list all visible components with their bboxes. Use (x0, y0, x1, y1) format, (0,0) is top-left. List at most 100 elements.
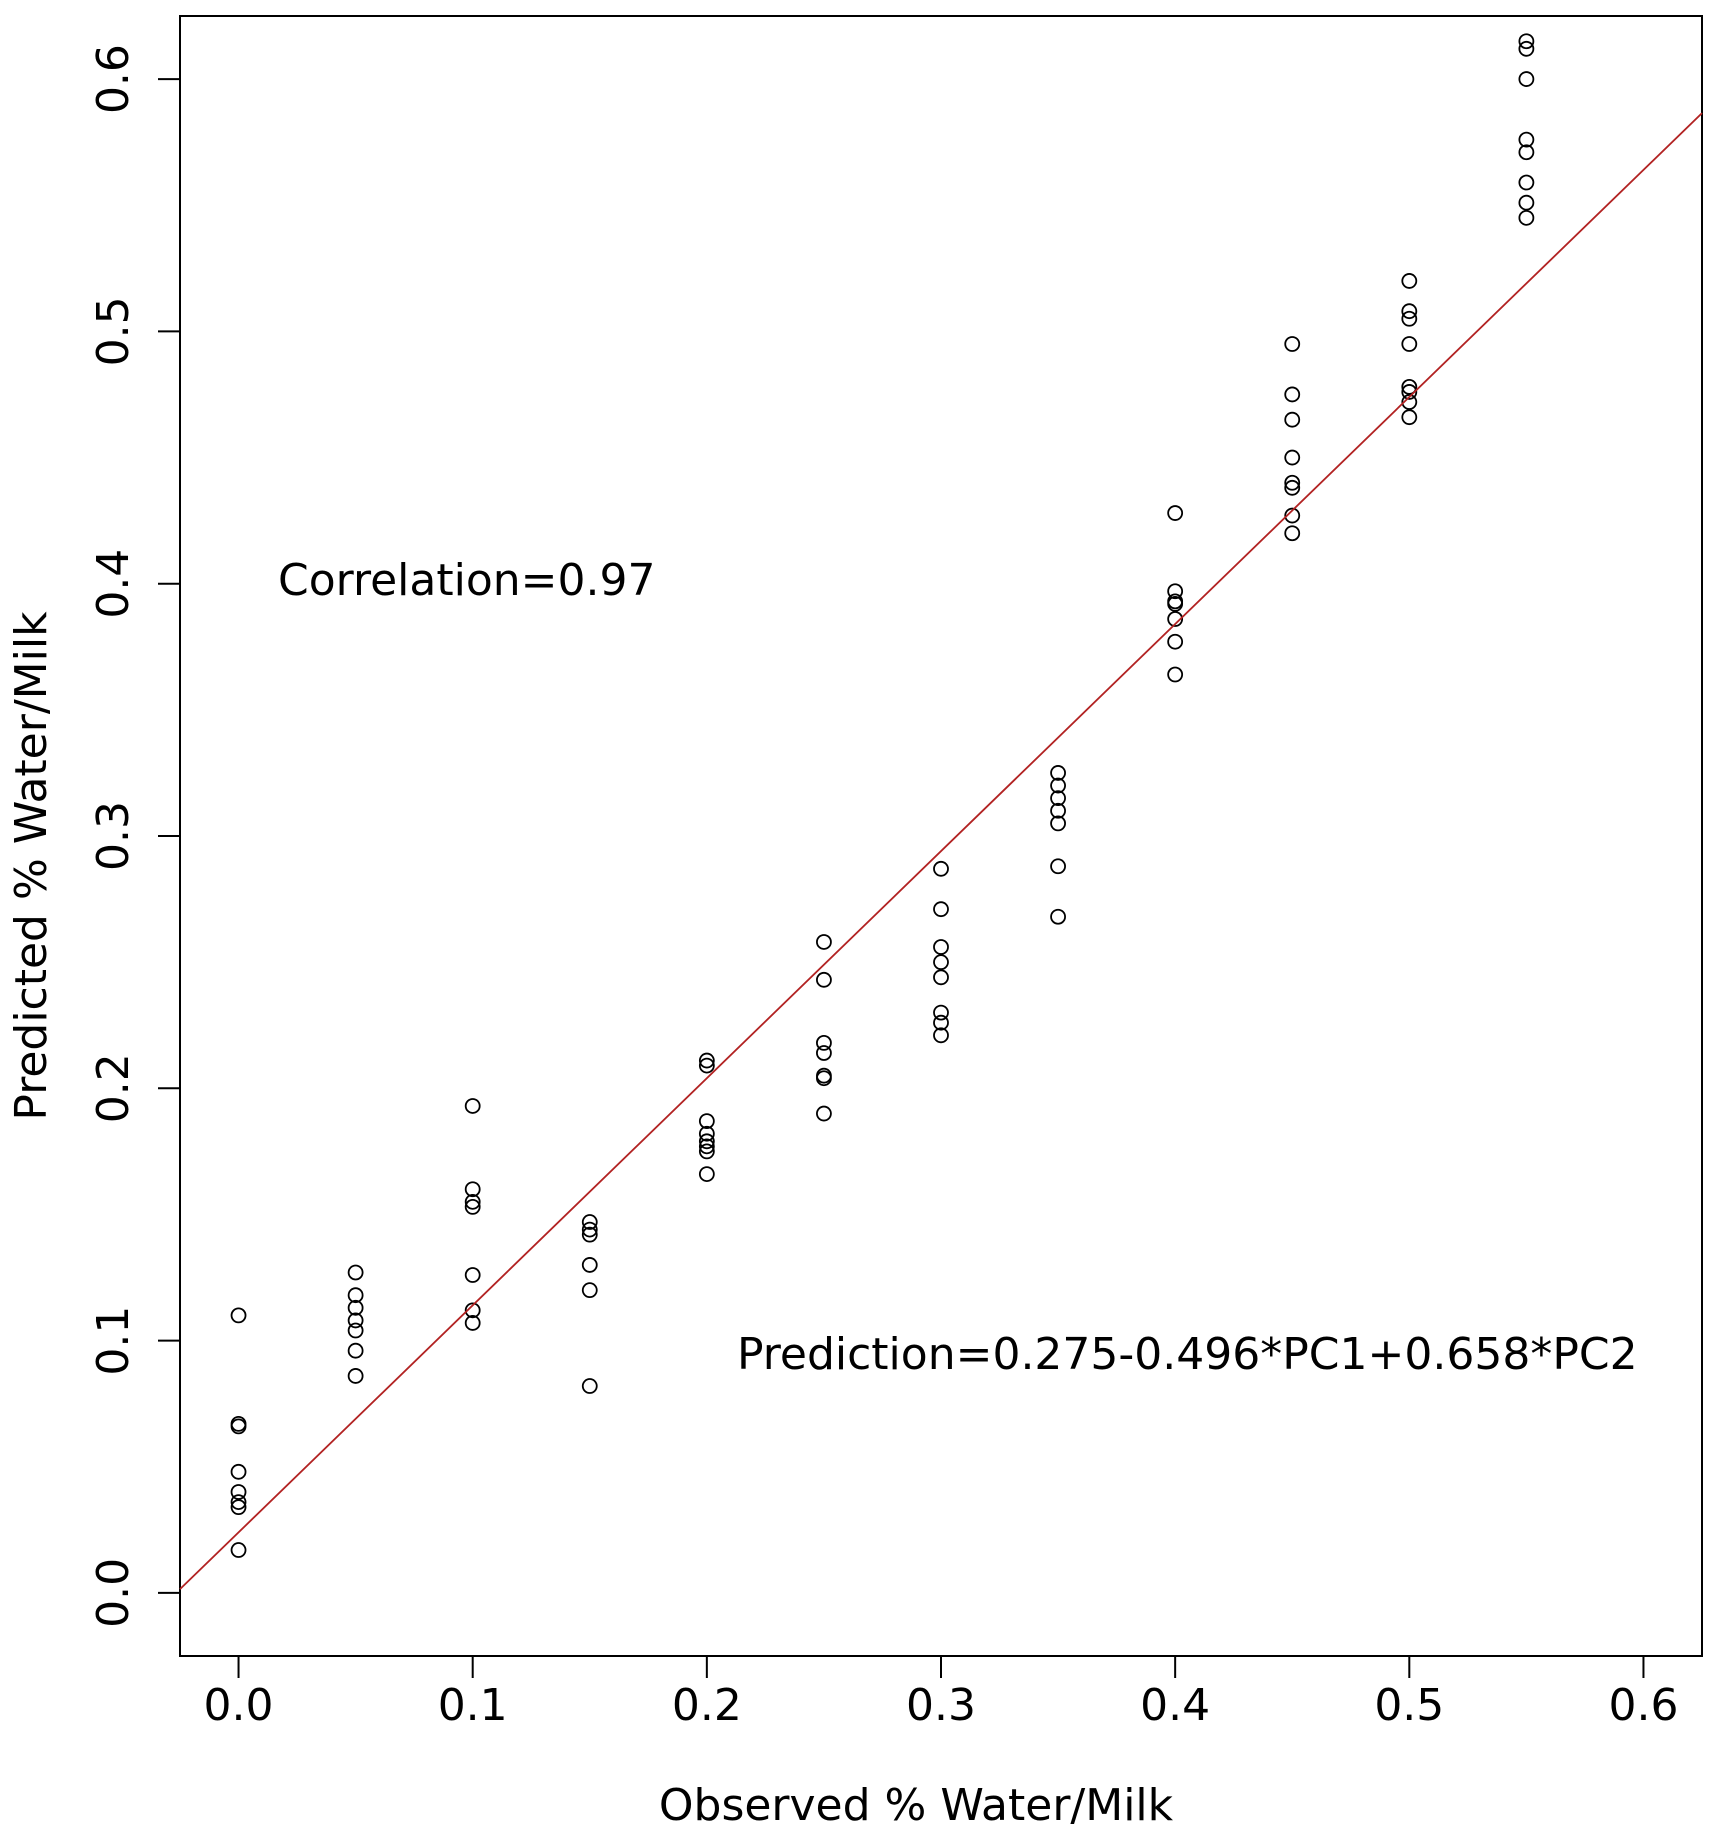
data-point (1050, 858, 1066, 875)
data-point (698, 1166, 715, 1182)
data-point (464, 1193, 481, 1210)
data-point (816, 1105, 832, 1122)
data-point (933, 1004, 949, 1021)
data-point (1050, 908, 1066, 925)
data-point (464, 1315, 481, 1331)
data-point (816, 1034, 832, 1051)
data-point (347, 1287, 364, 1304)
data-point (933, 939, 949, 955)
data-point (1050, 790, 1066, 807)
y-axis: 0.0 0.1 0.2 0.3 0.4 0.5 0.6 (88, 44, 181, 1628)
data-point (581, 1226, 598, 1243)
data-point (347, 1368, 364, 1384)
data-point (1284, 474, 1301, 491)
data-point (933, 954, 949, 971)
data-point (1167, 583, 1184, 600)
data-point (581, 1221, 598, 1238)
data-point (1050, 777, 1066, 794)
data-point (1518, 131, 1535, 148)
x-tick-label: 0.3 (906, 1680, 976, 1731)
data-point (1518, 144, 1535, 161)
plot-frame (179, 15, 1703, 1657)
data-point (1284, 507, 1301, 524)
data-point (933, 1027, 949, 1044)
data-point (1167, 595, 1184, 612)
data-point (816, 934, 832, 950)
data-point (347, 1312, 364, 1329)
y-tick-label: 0.5 (88, 296, 139, 366)
data-point (230, 1499, 247, 1516)
data-point (230, 1494, 247, 1510)
data-point (1167, 505, 1184, 521)
data-point (933, 1014, 949, 1031)
data-point (933, 860, 949, 877)
data-point (581, 1257, 598, 1273)
data-point (1401, 273, 1418, 289)
y-tick-label: 0.2 (88, 1053, 139, 1123)
data-point (1401, 303, 1418, 320)
y-tick-label: 0.3 (88, 801, 139, 871)
data-point (464, 1098, 481, 1114)
data-point (698, 1125, 715, 1142)
data-point (464, 1302, 481, 1319)
data-point (1401, 409, 1418, 426)
data-point (230, 1484, 247, 1500)
data-point (1518, 174, 1535, 191)
x-tick-label: 0.0 (204, 1680, 274, 1731)
data-point (1518, 33, 1535, 50)
data-point (1518, 209, 1535, 226)
annotation-correlation: Correlation=0.97 (278, 555, 655, 606)
data-point (1518, 40, 1535, 57)
data-point (1167, 666, 1184, 683)
x-axis-title: Observed % Water/Milk (659, 1780, 1174, 1831)
data-point (464, 1198, 481, 1215)
data-point (1050, 815, 1066, 832)
y-tick-label: 0.0 (88, 1558, 139, 1628)
data-point (1284, 386, 1301, 403)
data-point (1284, 449, 1301, 466)
data-point (933, 969, 949, 986)
data-point (1050, 765, 1066, 781)
data-point (230, 1463, 247, 1480)
data-point (581, 1214, 598, 1230)
data-point (464, 1181, 481, 1198)
data-point (1167, 633, 1184, 650)
data-point (1518, 194, 1535, 211)
y-axis-title: Predicted % Water/Milk (6, 611, 57, 1121)
data-point (347, 1342, 364, 1359)
data-point (1518, 71, 1535, 87)
data-point (230, 1418, 247, 1435)
data-point (1284, 525, 1301, 542)
data-point (1401, 310, 1418, 327)
data-point (1401, 336, 1418, 352)
regression-line (179, 112, 1703, 1590)
data-point (816, 1070, 832, 1087)
data-point (1284, 411, 1301, 428)
x-tick-label: 0.1 (438, 1680, 508, 1731)
data-points (230, 33, 1535, 1558)
data-point (698, 1143, 715, 1160)
data-point (1167, 611, 1184, 627)
data-point (698, 1138, 715, 1155)
data-point (1401, 384, 1418, 400)
data-point (1401, 394, 1418, 410)
data-point (816, 971, 832, 988)
data-point (1284, 336, 1301, 352)
y-tick-label: 0.6 (88, 44, 139, 114)
x-axis: 0.0 0.1 0.2 0.3 0.4 0.5 0.6 (204, 1655, 1678, 1731)
x-tick-label: 0.6 (1608, 1680, 1678, 1731)
x-tick-label: 0.4 (1140, 1680, 1210, 1731)
x-tick-label: 0.5 (1374, 1680, 1444, 1731)
data-point (933, 901, 949, 918)
x-tick-label: 0.2 (672, 1680, 742, 1731)
data-point (347, 1322, 364, 1339)
data-point (230, 1542, 247, 1558)
data-point (698, 1133, 715, 1150)
data-point (1284, 479, 1301, 496)
data-point (1050, 802, 1066, 819)
annotation-prediction: Prediction=0.275-0.496*PC1+0.658*PC2 (737, 1329, 1638, 1380)
y-tick-label: 0.1 (88, 1306, 139, 1376)
data-point (698, 1113, 715, 1130)
data-point (230, 1307, 247, 1324)
